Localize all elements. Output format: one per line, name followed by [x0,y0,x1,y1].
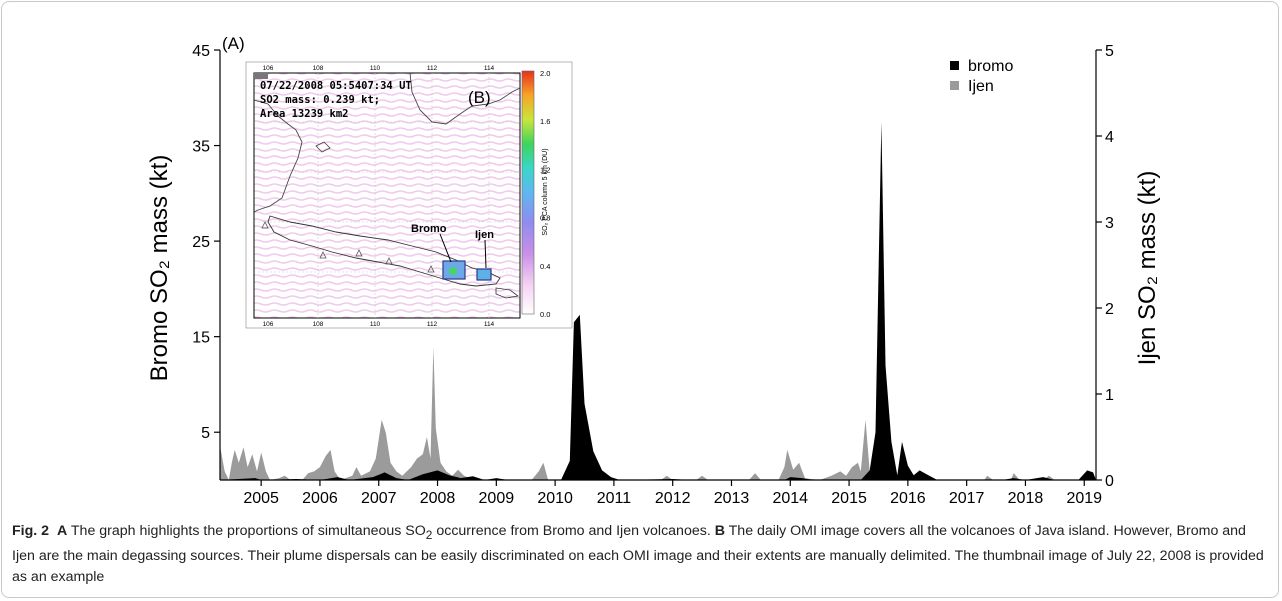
left-tick-label: 35 [192,139,210,156]
x-tick-label: 2016 [890,490,926,507]
inset-lon-label-bottom: 108 [313,321,324,328]
caption-fig-label: Fig. 2 [12,523,50,539]
x-tick-label: 2018 [1008,490,1044,507]
right-tick-label: 5 [1105,43,1114,60]
right-tick-label: 0 [1105,473,1114,490]
legend: bromo Ijen [950,58,1013,95]
inset-info-line1: 07/22/2008 05:5407:34 UT [260,80,412,92]
borneo-coastline [409,73,520,125]
inset-omi-map: Bromo Ijen 07/22/2008 05:5407:34 UT SO2 … [245,61,573,329]
colorbar-tick-label: 1.2 [540,165,550,174]
colorbar-tick-label: 1.6 [540,117,550,126]
inset-info-line2: SO2 mass: 0.239 kt; [260,94,380,106]
bali-coastline [495,287,519,299]
colorbar-tick-label: 0.8 [540,214,550,223]
inset-gridlines [254,73,520,318]
caption-text-a2: occurrence from Bromo and Ijen volcanoes… [432,523,715,539]
bromo-area-series [220,121,1096,480]
caption-text-b: The daily OMI image covers all the volca… [12,523,1264,585]
inset-label-bromo: Bromo [411,223,447,235]
x-tick-label: 2007 [361,490,397,507]
right-tick-label: 3 [1105,215,1114,232]
left-tick-label: 45 [192,43,210,60]
inset-lon-label-top: 112 [427,65,438,72]
right-tick-label: 2 [1105,301,1114,318]
x-tick-label: 2011 [597,490,632,507]
left-tick-label: 5 [201,425,210,442]
sumatra-coastline [254,99,303,213]
ijen-pointer [484,239,487,269]
inset-corner-tab [254,73,268,79]
caption-text-a-sub: 2 [425,527,433,542]
inset-label-ijen: Ijen [475,229,494,241]
colorbar-tick-label: 0.0 [540,310,550,319]
x-tick-label: 2019 [1066,490,1102,507]
inset-lon-label-top: 114 [484,65,495,72]
volcano-markers [261,221,435,273]
right-axis-title: Ijen SO₂ mass (kt) [1134,171,1161,366]
caption-part-b: B [714,523,725,539]
x-tick-label: 2010 [537,490,573,507]
legend-label-bromo: bromo [968,58,1013,75]
caption-text-a1: The graph highlights the proportions of … [67,523,426,539]
colorbar-tick-label: 0.4 [540,262,550,271]
legend-label-ijen: Ijen [968,78,994,95]
colorbar-tick-label: 2.0 [540,69,550,78]
left-tick-label: 15 [192,330,210,347]
inset-map-area [253,72,521,319]
inset-lon-label-top: 110 [370,65,381,72]
java-coastline [267,215,501,287]
ijen-area-series [220,346,1096,480]
colorbar-label: SO₂ PCA column 5 km (DU) [542,148,549,235]
inset-lon-label-bottom: 106 [263,321,274,328]
inset-info-line3: Area 13239 km2 [260,108,349,120]
inset-lon-label-bottom: 112 [427,321,438,328]
bromo-plume-core [449,267,457,275]
panel-label-a: (A) [222,34,245,53]
small-island [315,141,331,153]
x-tick-label: 2013 [714,490,750,507]
left-tick-label: 25 [192,234,210,251]
x-tick-label: 2012 [655,490,691,507]
x-tick-label: 2014 [772,490,808,507]
x-tick-label: 2005 [243,490,279,507]
x-tick-label: 2008 [420,490,456,507]
legend-swatch-bromo [950,61,959,70]
legend-swatch-ijen [950,81,959,90]
inset-lon-label-bottom: 110 [370,321,381,328]
caption-part-a: A [56,523,68,539]
left-axis-title: Bromo SO₂ mass (kt) [146,155,173,382]
bromo-pointer [439,233,452,263]
x-tick-label: 2015 [831,490,867,507]
x-tick-label: 2017 [949,490,985,507]
ijen-plume-box [476,268,492,281]
x-tick-label: 2006 [302,490,338,507]
x-tick-label: 2009 [479,490,515,507]
right-tick-label: 1 [1105,387,1114,404]
inset-lon-label-top: 106 [263,65,274,72]
inset-lon-label-bottom: 114 [484,321,495,328]
colorbar [521,70,535,315]
panel-label-b: (B) [468,88,491,107]
right-tick-label: 4 [1105,129,1114,146]
figure-caption: Fig. 2 A The graph highlights the propor… [12,521,1267,588]
inset-lon-label-top: 108 [313,65,324,72]
